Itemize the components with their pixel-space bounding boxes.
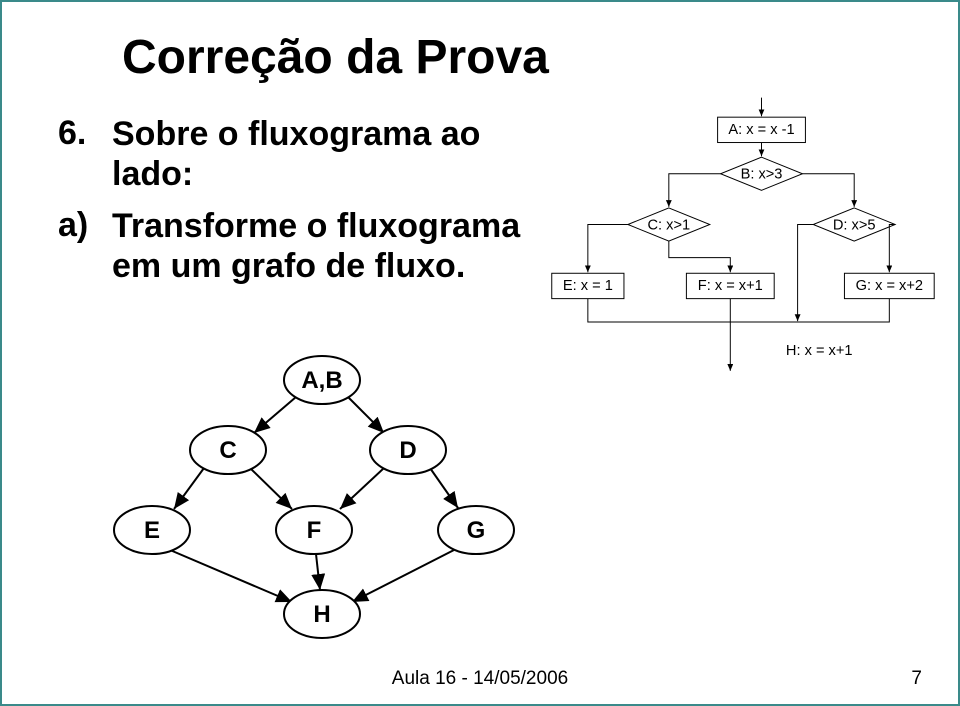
- graph-node-f: F: [307, 517, 322, 544]
- question-sub-text: Transforme o fluxograma em um grafo de f…: [112, 206, 542, 286]
- flow-node-c: C: x>1: [647, 217, 690, 233]
- flow-node-h: H: x = x+1: [786, 343, 853, 359]
- slide-footer: Aula 16 - 14/05/2006: [2, 668, 958, 690]
- question-sub-letter: a): [58, 206, 88, 245]
- flow-node-a: A: x = x -1: [728, 122, 794, 138]
- graph-node-c: C: [219, 437, 236, 464]
- flow-node-b: B: x>3: [741, 167, 783, 183]
- flow-node-e: E: x = 1: [563, 278, 613, 294]
- question-text: Sobre o fluxograma ao lado:: [112, 114, 532, 194]
- graph-node-e: E: [144, 517, 160, 544]
- flow-node-f: F: x = x+1: [698, 278, 763, 294]
- question-number: 6.: [58, 114, 86, 153]
- flow-graph: A,B C D E F G H: [92, 342, 532, 652]
- flow-node-d: D: x>5: [833, 217, 876, 233]
- graph-node-g: G: [467, 517, 486, 544]
- graph-node-d: D: [399, 437, 416, 464]
- slide-title: Correção da Prova: [122, 30, 549, 85]
- graph-node-h: H: [313, 601, 330, 628]
- page-number: 7: [911, 668, 922, 690]
- flowchart: A: x = x -1 B: x>3 C: x>1 D: x>5 E: x = …: [542, 94, 942, 394]
- flow-node-g: G: x = x+2: [856, 278, 923, 294]
- graph-node-ab: A,B: [301, 367, 342, 394]
